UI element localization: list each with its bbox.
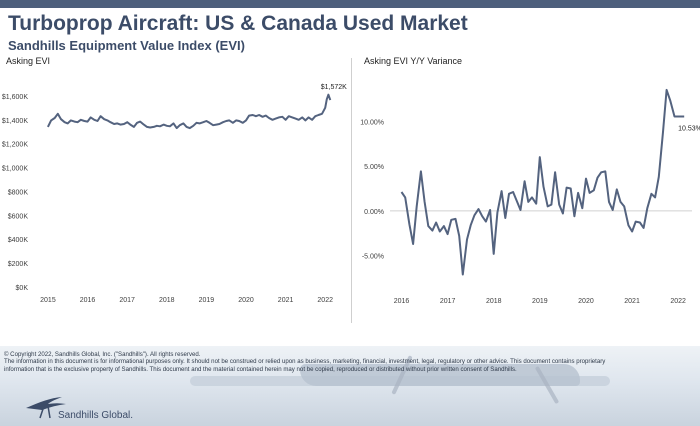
chart-title: Asking EVI [6, 56, 50, 66]
x-tick-label: 2019 [532, 298, 548, 305]
y-tick-label: $1,400K [2, 118, 28, 125]
x-tick-label: 2016 [80, 297, 96, 304]
chart-title: Asking EVI Y/Y Variance [364, 56, 462, 66]
charts-canvas: Asking EVI $0K $200K $400K $600K $800K $1,000K… [2, 56, 700, 305]
x-tick-label: 2015 [40, 297, 56, 304]
chart-1: Asking EVI $0K $200K $400K $600K $800K $1,000K… [2, 56, 347, 304]
series-line [400, 88, 685, 276]
series-line [47, 93, 332, 130]
x-tick-label: 2022 [317, 297, 333, 304]
x-tick-label: 2020 [238, 297, 254, 304]
data-label: $1,572K [321, 84, 347, 91]
y-tick-label: 10.00% [360, 119, 384, 126]
data-label: 10.53% [678, 126, 700, 133]
footer: © Copyright 2022, Sandhills Global, Inc.… [0, 346, 700, 426]
disclaimer-text: information that is the exclusive proper… [4, 365, 517, 373]
y-tick-label: -5.00% [362, 254, 384, 261]
x-tick-label: 2019 [199, 297, 215, 304]
x-tick-label: 2022 [670, 298, 686, 305]
y-tick-label: $200K [8, 261, 29, 268]
x-tick-label: 2017 [119, 297, 135, 304]
copyright-text: © Copyright 2022, Sandhills Global, Inc.… [4, 351, 201, 358]
x-tick-label: 2021 [278, 297, 294, 304]
chart-divider [351, 58, 352, 323]
x-tick-label: 2021 [624, 298, 640, 305]
x-tick-label: 2016 [394, 298, 410, 305]
page-title: Turboprop Aircraft: US & Canada Used Mar… [8, 12, 468, 35]
page-subtitle: Sandhills Equipment Value Index (EVI) [8, 38, 245, 53]
chart-2: Asking EVI Y/Y Variance -5.00% 0.00% 5.00% 1… [360, 56, 700, 305]
sandhills-bird-logo-icon [26, 397, 66, 419]
y-tick-label: $800K [8, 189, 29, 196]
x-tick-label: 2020 [578, 298, 594, 305]
x-tick-label: 2018 [159, 297, 175, 304]
x-tick-label: 2017 [440, 298, 456, 305]
disclaimer-text: The information in this document is for … [4, 358, 606, 366]
aircraft-fuselage-image [300, 364, 580, 386]
logo-wordmark: Sandhills Global. [58, 410, 134, 421]
y-tick-label: 5.00% [364, 164, 384, 171]
x-tick-label: 2018 [486, 298, 502, 305]
y-tick-label: $400K [8, 237, 29, 244]
y-tick-label: $600K [8, 213, 29, 220]
y-tick-label: $1,600K [2, 94, 28, 101]
y-tick-label: $1,000K [2, 166, 28, 173]
y-tick-label: $1,200K [2, 142, 28, 149]
footer-text: © Copyright 2022, Sandhills Global, Inc.… [4, 351, 694, 373]
y-tick-label: 0.00% [364, 209, 384, 216]
header-band [0, 0, 700, 8]
y-tick-label: $0K [16, 285, 29, 292]
